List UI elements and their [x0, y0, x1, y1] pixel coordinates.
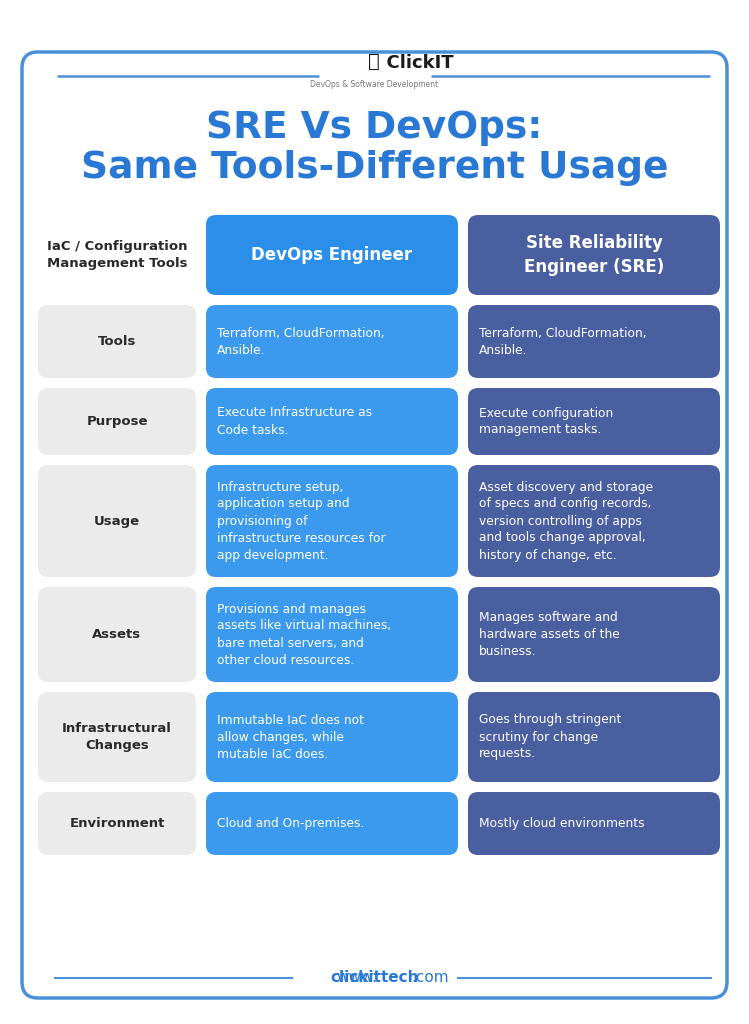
FancyBboxPatch shape	[206, 215, 458, 295]
Text: Execute Infrastructure as
Code tasks.: Execute Infrastructure as Code tasks.	[217, 407, 372, 436]
FancyBboxPatch shape	[206, 465, 458, 577]
Text: Manages software and
hardware assets of the
business.: Manages software and hardware assets of …	[479, 611, 619, 658]
FancyBboxPatch shape	[468, 388, 720, 455]
Text: Environment: Environment	[70, 817, 165, 830]
Text: clickittech: clickittech	[330, 971, 419, 985]
Text: Goes through stringent
scrutiny for change
requests.: Goes through stringent scrutiny for chan…	[479, 714, 622, 761]
Text: Purpose: Purpose	[86, 415, 148, 428]
FancyBboxPatch shape	[38, 587, 196, 682]
Text: Same Tools-Different Usage: Same Tools-Different Usage	[81, 150, 668, 186]
Text: Provisions and manages
assets like virtual machines,
bare metal servers, and
oth: Provisions and manages assets like virtu…	[217, 602, 391, 667]
FancyBboxPatch shape	[468, 587, 720, 682]
FancyBboxPatch shape	[38, 692, 196, 782]
Text: DevOps & Software Development: DevOps & Software Development	[310, 80, 438, 89]
Text: Infrastructure setup,
application setup and
provisioning of
infrastructure resou: Infrastructure setup, application setup …	[217, 480, 386, 561]
FancyBboxPatch shape	[38, 305, 196, 378]
FancyBboxPatch shape	[206, 792, 458, 855]
Text: www.: www.	[336, 971, 377, 985]
FancyBboxPatch shape	[468, 692, 720, 782]
Text: ⛲: ⛲	[368, 52, 380, 71]
FancyBboxPatch shape	[206, 305, 458, 378]
Text: Mostly cloud environments: Mostly cloud environments	[479, 817, 645, 830]
Text: Tools: Tools	[98, 335, 136, 348]
Text: Assets: Assets	[92, 628, 142, 641]
FancyBboxPatch shape	[38, 792, 196, 855]
Text: Terraform, CloudFormation,
Ansible.: Terraform, CloudFormation, Ansible.	[479, 327, 646, 356]
Text: Cloud and On-premises.: Cloud and On-premises.	[217, 817, 364, 830]
FancyBboxPatch shape	[468, 305, 720, 378]
FancyBboxPatch shape	[468, 215, 720, 295]
Text: Immutable IaC does not
allow changes, while
mutable IaC does.: Immutable IaC does not allow changes, wh…	[217, 714, 364, 761]
FancyBboxPatch shape	[206, 692, 458, 782]
Text: IaC / Configuration
Management Tools: IaC / Configuration Management Tools	[46, 240, 187, 270]
FancyBboxPatch shape	[38, 465, 196, 577]
FancyBboxPatch shape	[206, 388, 458, 455]
Text: Infrastructural
Changes: Infrastructural Changes	[62, 722, 172, 752]
Text: Execute configuration
management tasks.: Execute configuration management tasks.	[479, 407, 613, 436]
Text: Asset discovery and storage
of specs and config records,
version controlling of : Asset discovery and storage of specs and…	[479, 480, 653, 561]
FancyBboxPatch shape	[468, 465, 720, 577]
Text: Terraform, CloudFormation,
Ansible.: Terraform, CloudFormation, Ansible.	[217, 327, 385, 356]
Text: ClickIT: ClickIT	[374, 54, 454, 72]
Text: Site Reliability
Engineer (SRE): Site Reliability Engineer (SRE)	[524, 234, 664, 275]
Text: DevOps Engineer: DevOps Engineer	[252, 246, 413, 264]
Text: .com: .com	[411, 971, 449, 985]
FancyBboxPatch shape	[38, 388, 196, 455]
Text: SRE Vs DevOps:: SRE Vs DevOps:	[206, 110, 543, 146]
FancyBboxPatch shape	[206, 587, 458, 682]
FancyBboxPatch shape	[22, 52, 727, 998]
FancyBboxPatch shape	[468, 792, 720, 855]
Text: Usage: Usage	[94, 514, 140, 527]
